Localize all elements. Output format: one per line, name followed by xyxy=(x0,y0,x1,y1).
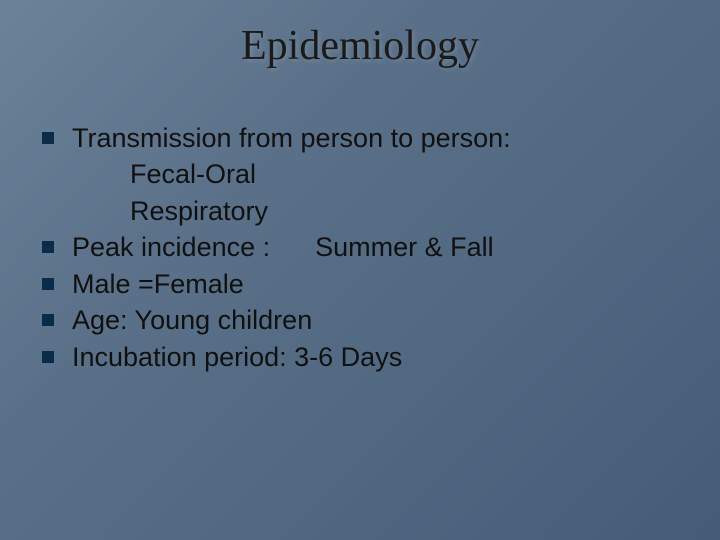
body-text: Male =Female xyxy=(72,266,244,302)
list-item: Fecal-Oral xyxy=(42,156,690,192)
bullet-spacer xyxy=(42,156,54,168)
square-bullet-icon xyxy=(42,351,54,363)
list-item: Respiratory xyxy=(42,193,690,229)
slide-title: Epidemiology xyxy=(0,22,720,70)
slide: Epidemiology Transmission from person to… xyxy=(0,0,720,540)
body-text: Respiratory xyxy=(72,193,268,229)
list-item: Peak incidence : Summer & Fall xyxy=(42,229,690,265)
square-bullet-icon xyxy=(42,241,54,253)
list-item: Male =Female xyxy=(42,266,690,302)
slide-body: Transmission from person to person: Feca… xyxy=(42,120,690,375)
list-item: Transmission from person to person: xyxy=(42,120,690,156)
square-bullet-icon xyxy=(42,314,54,326)
list-item: Incubation period: 3-6 Days xyxy=(42,339,690,375)
body-text: Incubation period: 3-6 Days xyxy=(72,339,402,375)
bullet-spacer xyxy=(42,193,54,205)
square-bullet-icon xyxy=(42,132,54,144)
body-text: Peak incidence : Summer & Fall xyxy=(72,229,494,265)
body-text: Fecal-Oral xyxy=(72,156,256,192)
body-text: Age: Young children xyxy=(72,302,312,338)
list-item: Age: Young children xyxy=(42,302,690,338)
body-text: Transmission from person to person: xyxy=(72,120,511,156)
square-bullet-icon xyxy=(42,278,54,290)
